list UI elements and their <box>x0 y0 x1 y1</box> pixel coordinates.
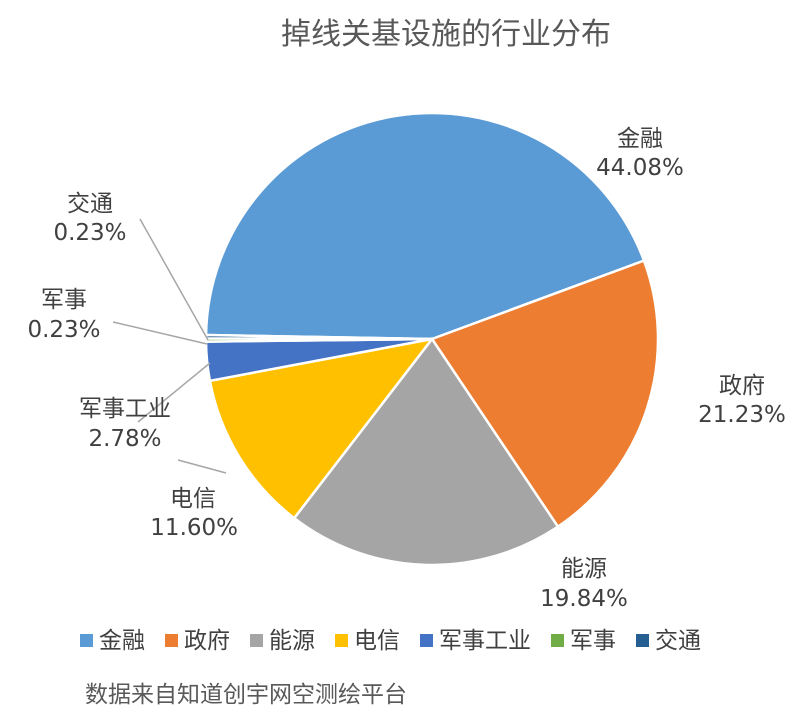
leader-line-7 <box>139 218 209 341</box>
legend-label-4: 电信 <box>354 628 400 654</box>
leader-line-4 <box>177 459 227 474</box>
data-label-category-1: 金融 <box>617 126 663 152</box>
legend-label-3: 能源 <box>269 628 315 654</box>
legend-swatch-4 <box>335 634 348 647</box>
slice-1 <box>204 111 646 341</box>
slice-3 <box>292 336 560 567</box>
data-label-category-5: 军事工业 <box>79 396 171 422</box>
legend-label-1: 金融 <box>99 628 145 654</box>
data-label-value-4: 11.60% <box>150 515 238 541</box>
legend-swatch-6 <box>551 634 564 647</box>
chart-title: 掉线关基设施的行业分布 <box>281 17 611 52</box>
leader-line-5 <box>137 362 211 423</box>
data-label-value-1: 44.08% <box>596 155 684 181</box>
data-label-category-7: 交通 <box>67 191 113 217</box>
data-label-value-2: 21.23% <box>698 402 786 428</box>
legend-swatch-1 <box>80 634 93 647</box>
data-label-category-4: 电信 <box>170 486 216 512</box>
data-label-category-3: 能源 <box>561 556 607 582</box>
data-label-category-6: 军事 <box>41 287 87 313</box>
legend-swatch-3 <box>250 634 263 647</box>
legend-swatch-2 <box>165 634 178 647</box>
legend-swatch-5 <box>420 634 433 647</box>
legend-swatch-7 <box>636 634 649 647</box>
data-label-value-3: 19.84% <box>540 586 628 612</box>
slice-4 <box>208 337 435 520</box>
source-note: 数据来自知道创宇网空测绘平台 <box>85 682 407 708</box>
legend-label-7: 交通 <box>655 628 701 654</box>
legend: 金融 政府 能源 电信 军事工业 军事 交通 <box>80 628 701 654</box>
legend-label-5: 军事工业 <box>439 628 531 654</box>
slice-2 <box>430 259 660 529</box>
data-label-category-2: 政府 <box>719 373 765 399</box>
data-label-value-5: 2.78% <box>88 426 161 452</box>
data-label-value-6: 0.23% <box>27 317 100 343</box>
legend-label-6: 军事 <box>570 628 616 654</box>
data-label-value-7: 0.23% <box>53 220 126 246</box>
leader-line-6 <box>112 321 208 345</box>
legend-label-2: 政府 <box>184 628 230 654</box>
